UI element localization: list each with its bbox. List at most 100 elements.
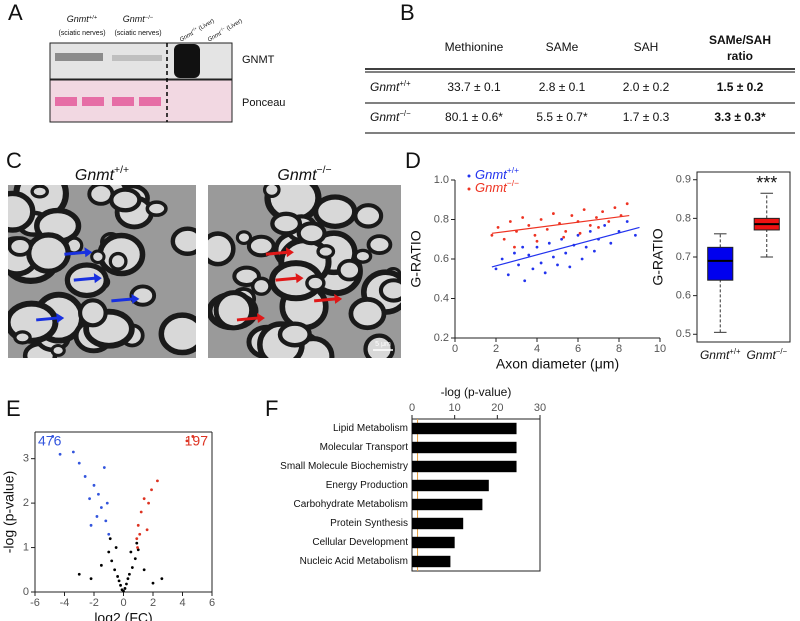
axon <box>250 276 272 296</box>
bar <box>412 422 517 435</box>
x-tick-label: 20 <box>491 402 503 414</box>
y-tick-label: 0 <box>23 586 29 598</box>
lane-label: Gnmt−/− <box>123 14 154 24</box>
arrow <box>265 250 289 256</box>
category-label: Lipid Metabolism <box>333 423 408 434</box>
arrow-head <box>285 247 294 258</box>
x-tick-label: 4 <box>179 597 185 609</box>
x-tick-label: 0 <box>452 343 458 355</box>
legend-marker <box>467 174 471 178</box>
axon <box>78 298 108 328</box>
point <box>145 528 149 532</box>
point <box>191 435 195 438</box>
point <box>138 532 142 536</box>
table-cell: 1.5 ± 0.2 <box>717 80 764 94</box>
point <box>517 263 520 267</box>
point <box>133 557 137 561</box>
axon <box>8 236 33 257</box>
point <box>160 577 164 581</box>
axon <box>336 258 362 282</box>
point <box>58 452 62 456</box>
plot-border <box>696 171 791 343</box>
lane-sublabel: (sciatic nerves) <box>58 30 105 37</box>
panel-letter: D <box>405 148 421 173</box>
axon <box>90 249 106 264</box>
y-tick-label: 0.8 <box>676 212 691 224</box>
axon <box>353 203 384 229</box>
point <box>136 523 140 527</box>
y-axis-label: G-RATIO <box>408 230 424 287</box>
point <box>580 257 584 261</box>
point <box>496 226 500 229</box>
point <box>521 245 525 249</box>
point <box>603 224 607 227</box>
point <box>508 220 512 223</box>
point <box>127 572 131 576</box>
table-cell: 80.1 ± 0.6* <box>445 110 503 124</box>
category-label: Small Molecule Biochemistry <box>280 461 408 472</box>
trend-line <box>491 214 630 234</box>
arrow-head <box>295 273 304 284</box>
point <box>535 245 539 249</box>
lane-sublabel: (Liver) <box>226 18 244 32</box>
y-tick-label: 0.2 <box>434 332 449 344</box>
axon <box>378 278 401 303</box>
point <box>119 583 122 587</box>
category-label: Molecular Transport <box>320 442 409 453</box>
axon <box>312 194 358 229</box>
point <box>136 546 139 549</box>
arrow <box>275 276 298 282</box>
point <box>593 249 596 253</box>
point <box>539 218 543 221</box>
point <box>500 257 504 261</box>
arrow <box>314 297 337 303</box>
y-tick-label: 1.0 <box>434 174 449 186</box>
point <box>545 227 549 231</box>
point <box>521 216 525 219</box>
point <box>562 235 566 239</box>
micrograph <box>208 185 401 358</box>
x-tick-label: Gnmt−/− <box>746 347 787 363</box>
band <box>82 97 104 106</box>
x-tick-label: 2 <box>493 343 499 355</box>
panel-letter: A <box>8 0 23 25</box>
point <box>535 239 539 243</box>
bar <box>412 517 464 530</box>
axon <box>277 321 312 348</box>
trend-line <box>491 226 640 268</box>
point <box>625 202 629 206</box>
table-cell: 5.5 ± 0.7* <box>536 110 588 124</box>
axon <box>109 187 142 213</box>
point <box>552 255 555 259</box>
point <box>576 233 580 237</box>
arrow <box>236 316 260 322</box>
point <box>588 224 592 227</box>
point <box>513 245 516 249</box>
point <box>117 579 121 583</box>
axon <box>213 290 255 331</box>
axon <box>87 185 115 206</box>
point <box>547 241 551 245</box>
category-label: Nucleic Acid Metabolism <box>300 556 408 567</box>
y-axis-label: G-RATIO <box>650 228 666 285</box>
point <box>104 519 108 523</box>
point <box>539 261 543 265</box>
point <box>102 466 106 469</box>
point <box>123 587 127 590</box>
bar <box>412 441 517 454</box>
point <box>490 233 494 237</box>
scale-label: 5 μm <box>375 341 391 348</box>
point <box>185 439 189 443</box>
x-tick-label: -6 <box>30 597 40 609</box>
table-header: Methionine <box>445 40 504 54</box>
axon <box>30 185 49 199</box>
axon <box>26 232 71 274</box>
x-axis-label: Axon diameter (μm) <box>496 356 619 372</box>
bar <box>412 460 517 473</box>
point <box>114 546 118 549</box>
y-tick-label: 1 <box>23 541 29 553</box>
point <box>105 501 109 505</box>
point <box>83 475 87 478</box>
band <box>55 97 77 106</box>
axon <box>246 234 276 258</box>
